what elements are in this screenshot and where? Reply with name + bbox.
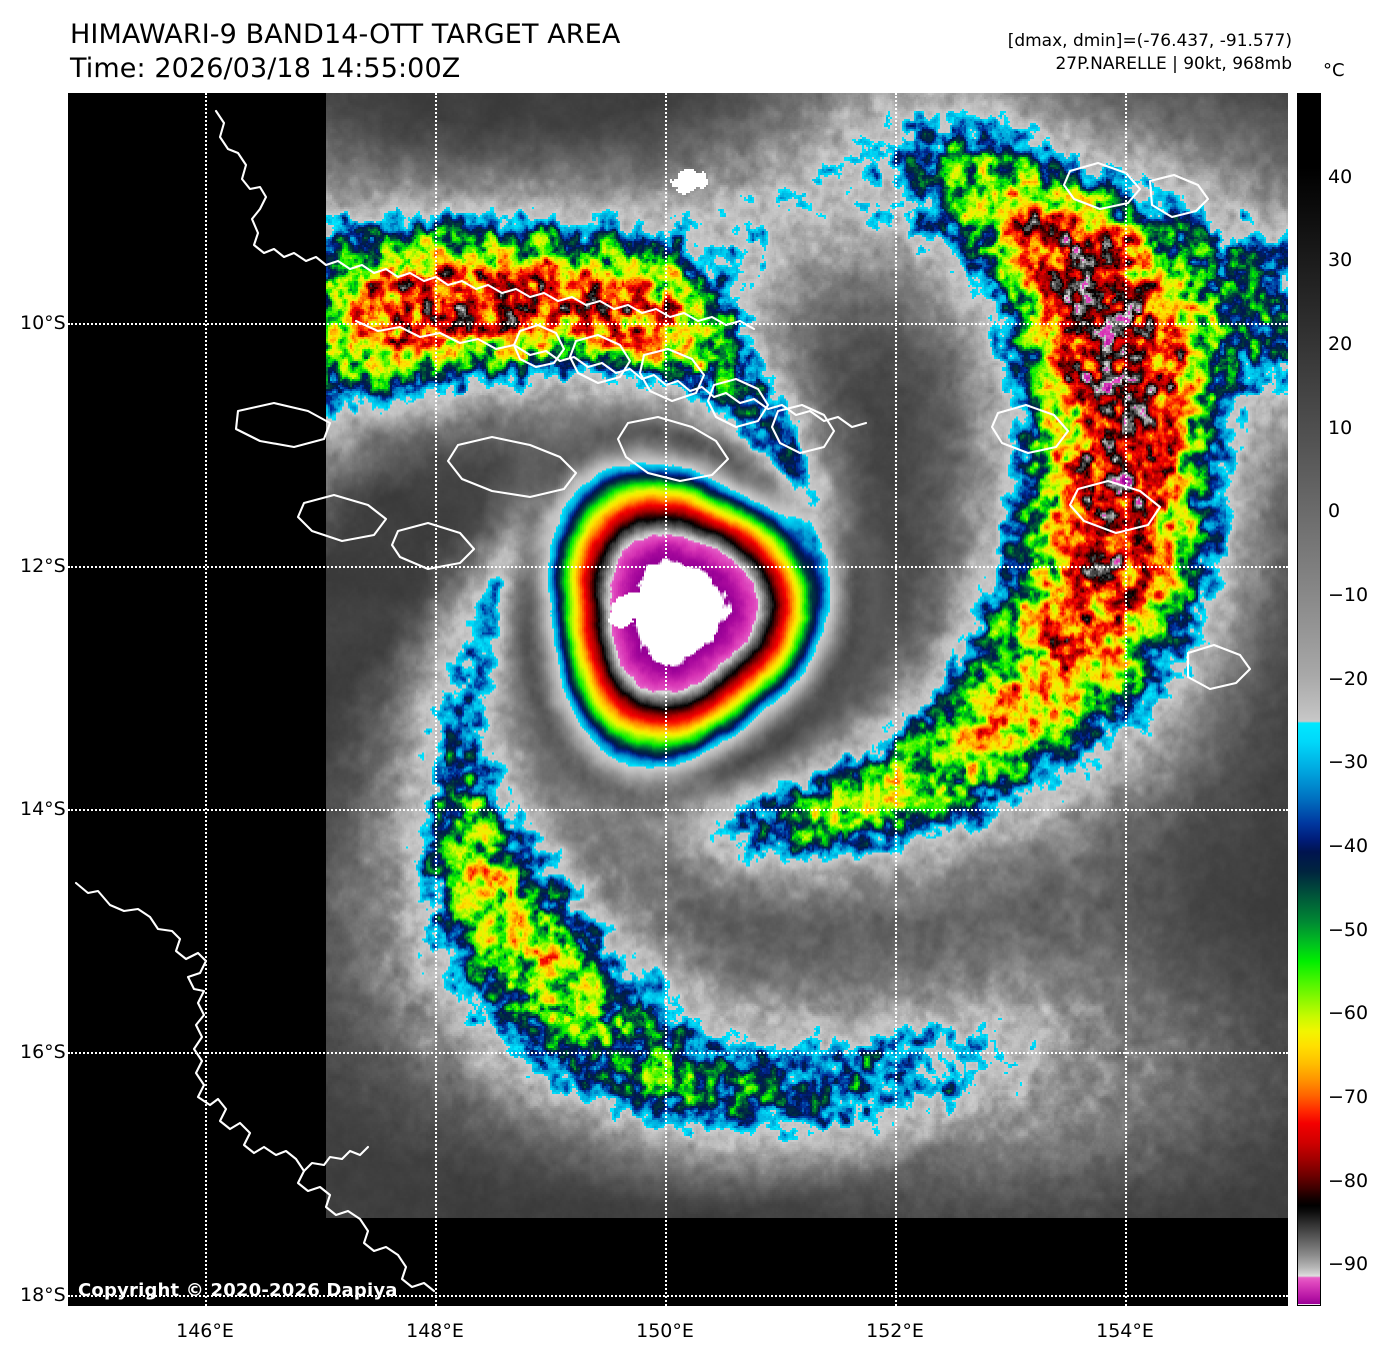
copyright-notice: Copyright © 2020-2026 Dapiya: [78, 1280, 398, 1301]
y-tick-label-3: 16°S: [20, 1041, 66, 1063]
colorbar-tick-7: −30: [1328, 751, 1369, 774]
satellite-image-panel[interactable]: Copyright © 2020-2026 Dapiya: [68, 93, 1288, 1306]
colorbar-tick-1: 30: [1328, 249, 1353, 272]
colorbar-tick-2: 20: [1328, 332, 1353, 355]
y-tick-label-2: 14°S: [20, 798, 66, 820]
colorbar-tick-8: −40: [1328, 834, 1369, 857]
colorbar-tick-4: 0: [1328, 500, 1341, 523]
x-tick-label-1: 148°E: [406, 1320, 464, 1342]
colorbar-unit-label: °C: [1323, 60, 1345, 81]
x-tick-label-3: 152°E: [866, 1320, 924, 1342]
x-tick-label-2: 150°E: [636, 1320, 694, 1342]
colorbar-tick-9: −50: [1328, 918, 1369, 941]
dmax-dmin-readout: [dmax, dmin]=(-76.437, -91.577): [1007, 31, 1292, 51]
colorbar-tick-13: −90: [1328, 1253, 1369, 1276]
colorbar-tick-3: 10: [1328, 416, 1353, 439]
colorbar-tick-10: −60: [1328, 1002, 1369, 1025]
y-tick-label-4: 18°S: [20, 1284, 66, 1306]
colorbar-tick-6: −20: [1328, 667, 1369, 690]
colorbar-tick-12: −80: [1328, 1169, 1369, 1192]
x-tick-label-0: 146°E: [176, 1320, 234, 1342]
title-line-1: HIMAWARI-9 BAND14-OTT TARGET AREA: [70, 19, 621, 50]
plot-clip: Copyright © 2020-2026 Dapiya: [68, 93, 1288, 1306]
colorbar[interactable]: [1297, 93, 1321, 1306]
y-tick-label-1: 12°S: [20, 555, 66, 577]
colorbar-tick-0: 40: [1328, 165, 1353, 188]
colorbar-tick-5: −10: [1328, 583, 1369, 606]
y-tick-label-0: 10°S: [20, 312, 66, 334]
colorbar-gradient: [1298, 94, 1320, 1305]
satellite-imagery-canvas: [68, 93, 1288, 1306]
page-title: HIMAWARI-9 BAND14-OTT TARGET AREA Time: …: [70, 18, 620, 86]
colorbar-tick-11: −70: [1328, 1085, 1369, 1108]
x-tick-label-4: 154°E: [1096, 1320, 1154, 1342]
title-line-2: Time: 2026/03/18 14:55:00Z: [70, 53, 461, 84]
header-info: [dmax, dmin]=(-76.437, -91.577) 27P.NARE…: [1008, 30, 1292, 76]
storm-info-readout: 27P.NARELLE | 90kt, 968mb: [1055, 54, 1292, 74]
